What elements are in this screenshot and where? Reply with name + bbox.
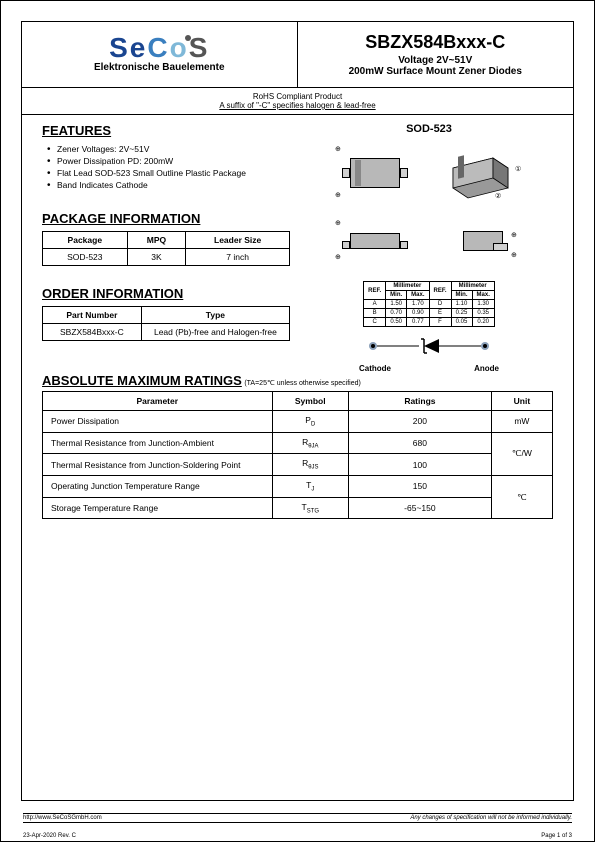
- order-info-title: ORDER INFORMATION: [42, 286, 290, 301]
- part-number-title: SBZX584Bxxx-C: [308, 32, 564, 53]
- footer-page: Page 1 of 3: [541, 833, 572, 839]
- type-header: Type: [141, 307, 289, 324]
- right-column: SOD-523 ⊕ ⊕: [305, 123, 553, 373]
- package-table: Package MPQ Leader Size SOD-523 3K 7 inc…: [42, 231, 290, 266]
- feature-item: Zener Voltages: 2V~51V: [42, 143, 290, 155]
- left-column: FEATURES Zener Voltages: 2V~51V Power Di…: [42, 123, 290, 373]
- max-header: Max.: [407, 291, 429, 300]
- min-header: Min.: [451, 291, 472, 300]
- header: SeCoS Elektronische Bauelemente SBZX584B…: [22, 22, 573, 88]
- svg-text:①: ①: [515, 165, 521, 173]
- footer-top: http://www.SeCoSGmbH.com Any changes of …: [23, 813, 572, 823]
- abs-ratings-section: ABSOLUTE MAXIMUM RATINGS (TA=25℃ unless …: [42, 373, 553, 519]
- logo-text: SeCoS: [94, 32, 225, 64]
- table-row: Package MPQ Leader Size: [43, 232, 290, 249]
- unit-header: Unit: [491, 392, 552, 411]
- page-border: SeCoS Elektronische Bauelemente SBZX584B…: [21, 21, 574, 801]
- abs-ratings-subtitle: (TA=25℃ unless otherwise specified): [244, 380, 360, 387]
- table-row: Operating Junction Temperature Range TJ …: [43, 476, 553, 498]
- rohs-line2: A suffix of "-C" specifies halogen & lea…: [22, 101, 573, 110]
- footer-disclaimer: Any changes of specification will not be…: [410, 815, 572, 821]
- package-3d-view: ① ②: [433, 143, 533, 203]
- table-row: SOD-523 3K 7 inch: [43, 249, 290, 266]
- diode-symbol-diagram: Cathode Anode: [305, 337, 553, 373]
- package-3d-icon: ① ②: [433, 143, 533, 203]
- table-row: Storage Temperature Range TSTG -65~150: [43, 497, 553, 519]
- package-diagram: ⊕ ⊕ ① ②: [305, 143, 553, 271]
- min-header: Min.: [386, 291, 407, 300]
- leader-cell: 7 inch: [186, 249, 290, 266]
- table-row: Thermal Resistance from Junction-Ambient…: [43, 432, 553, 454]
- param-header: Parameter: [43, 392, 273, 411]
- package-header: Package: [43, 232, 128, 249]
- product-subtitle: 200mW Surface Mount Zener Diodes: [308, 66, 564, 77]
- abs-ratings-table: Parameter Symbol Ratings Unit Power Diss…: [42, 391, 553, 519]
- max-header: Max.: [472, 291, 494, 300]
- diagram-title: SOD-523: [305, 123, 553, 135]
- mm-header: Millimeter: [451, 282, 494, 291]
- table-row: C 0.50 0.77 F 0.05 0.20: [364, 318, 495, 327]
- diode-icon: [369, 337, 489, 355]
- package-info-title: PACKAGE INFORMATION: [42, 211, 290, 226]
- partnum-cell: SBZX584Bxxx-C: [43, 324, 142, 341]
- package-top-view: ⊕ ⊕: [325, 143, 425, 203]
- feature-item: Band Indicates Cathode: [42, 179, 290, 191]
- abs-ratings-title: ABSOLUTE MAXIMUM RATINGS: [42, 373, 242, 388]
- type-cell: Lead (Pb)-free and Halogen-free: [141, 324, 289, 341]
- rohs-compliance: RoHS Compliant Product A suffix of "-C" …: [22, 88, 573, 115]
- order-table: Part Number Type SBZX584Bxxx-C Lead (Pb)…: [42, 306, 290, 341]
- table-row: Parameter Symbol Ratings Unit: [43, 392, 553, 411]
- svg-text:②: ②: [495, 192, 501, 200]
- package-side-view: ⊕ ⊕: [325, 211, 425, 271]
- table-row: B 0.70 0.90 E 0.25 0.35: [364, 309, 495, 318]
- dimension-table: REF. Millimeter REF. Millimeter Min. Max…: [363, 281, 495, 327]
- mpq-header: MPQ: [127, 232, 186, 249]
- header-logo-area: SeCoS Elektronische Bauelemente: [22, 22, 298, 87]
- logo: SeCoS Elektronische Bauelemente: [94, 32, 225, 73]
- ref-header: REF.: [364, 282, 386, 300]
- table-row: Part Number Type: [43, 307, 290, 324]
- leader-header: Leader Size: [186, 232, 290, 249]
- footer: 23-Apr-2020 Rev. C Page 1 of 3: [23, 833, 572, 839]
- table-row: REF. Millimeter REF. Millimeter: [364, 282, 495, 291]
- logo-subtitle: Elektronische Bauelemente: [94, 62, 225, 73]
- cathode-label: Cathode: [359, 364, 391, 373]
- mpq-cell: 3K: [127, 249, 186, 266]
- table-row: Thermal Resistance from Junction-Solderi…: [43, 454, 553, 476]
- feature-item: Flat Lead SOD-523 Small Outline Plastic …: [42, 167, 290, 179]
- feature-item: Power Dissipation PD: 200mW: [42, 155, 290, 167]
- ratings-header: Ratings: [349, 392, 492, 411]
- main-area: FEATURES Zener Voltages: 2V~51V Power Di…: [42, 123, 553, 373]
- anode-label: Anode: [474, 364, 499, 373]
- symbol-header: Symbol: [272, 392, 349, 411]
- features-title: FEATURES: [42, 123, 290, 138]
- ref-header: REF.: [429, 282, 451, 300]
- table-row: SBZX584Bxxx-C Lead (Pb)-free and Halogen…: [43, 324, 290, 341]
- table-row: A 1.50 1.70 D 1.10 1.30: [364, 300, 495, 309]
- partnum-header: Part Number: [43, 307, 142, 324]
- header-title-area: SBZX584Bxxx-C Voltage 2V~51V 200mW Surfa…: [298, 22, 574, 87]
- footer-date: 23-Apr-2020 Rev. C: [23, 833, 76, 839]
- content: FEATURES Zener Voltages: 2V~51V Power Di…: [22, 115, 573, 795]
- package-cell: SOD-523: [43, 249, 128, 266]
- package-end-view: ⊕ ⊕: [433, 211, 533, 271]
- mm-header: Millimeter: [386, 282, 429, 291]
- footer-url: http://www.SeCoSGmbH.com: [23, 815, 102, 821]
- rohs-line1: RoHS Compliant Product: [22, 92, 573, 101]
- table-row: Power Dissipation PD 200 mW: [43, 411, 553, 433]
- features-list: Zener Voltages: 2V~51V Power Dissipation…: [42, 143, 290, 191]
- voltage-subtitle: Voltage 2V~51V: [308, 55, 564, 66]
- diode-symbol: [369, 337, 489, 362]
